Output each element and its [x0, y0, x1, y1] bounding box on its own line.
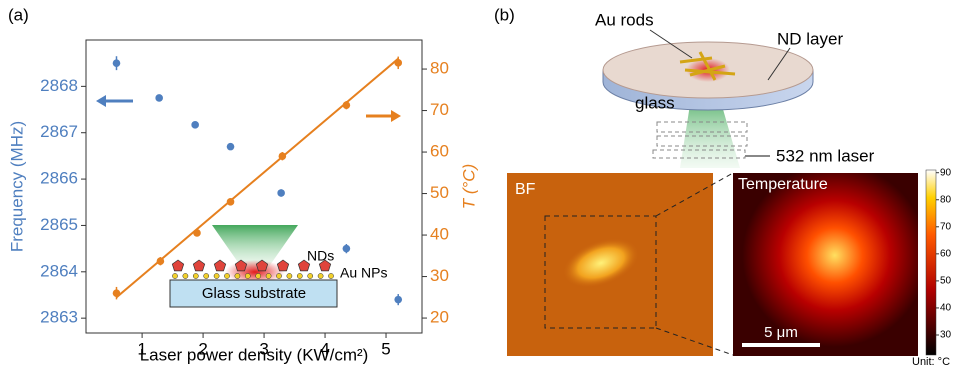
- nd: [192, 259, 206, 272]
- y2-tick-label: 60: [430, 142, 449, 161]
- image-label: BF: [515, 181, 536, 198]
- annotation: Au NPs: [340, 265, 387, 281]
- au-np: [244, 273, 251, 279]
- y-tick-label: 2864: [40, 261, 78, 280]
- point: [226, 142, 235, 151]
- diagram-label: glass: [635, 93, 675, 112]
- zoom-line: [655, 172, 734, 217]
- nd: [297, 259, 311, 272]
- zoom-line: [655, 327, 734, 356]
- au-np: [276, 273, 282, 279]
- annotation: Glass substrate: [202, 285, 306, 302]
- zoom-box: [544, 215, 657, 329]
- x-tick-label: 2: [198, 339, 207, 358]
- au-np: [328, 273, 334, 279]
- bf-sample: [562, 238, 640, 288]
- nd: [234, 259, 248, 272]
- nd: [171, 259, 185, 272]
- y2-tick-label: 70: [430, 100, 449, 119]
- x-tick-label: 3: [259, 339, 268, 358]
- laser-cone: [212, 225, 298, 268]
- annotation: NDs: [307, 248, 334, 264]
- au-np: [265, 273, 272, 279]
- point: [277, 189, 285, 197]
- glass-substrate: [169, 279, 338, 308]
- arrow-head: [391, 110, 401, 122]
- point: [342, 244, 351, 253]
- colorbar-tick-label: 60: [940, 248, 952, 259]
- fit-line: [115, 57, 399, 299]
- leader: [767, 47, 791, 81]
- au-np: [192, 273, 199, 279]
- temperature-image: [733, 173, 918, 356]
- colorbar-tick-label: 80: [940, 194, 952, 205]
- arrow-head: [96, 95, 106, 107]
- x-tick-label: 4: [320, 339, 329, 358]
- point: [394, 295, 403, 304]
- x-tick-label: 5: [381, 339, 390, 358]
- beam-path: [652, 121, 748, 159]
- panel-label: (b): [494, 5, 515, 24]
- y-tick-label: 2865: [40, 215, 78, 234]
- colorbar-tick-label: 70: [940, 221, 952, 232]
- plot-frame: [85, 39, 423, 334]
- au-np: [255, 273, 262, 279]
- y2-tick-label: 30: [430, 266, 449, 285]
- diagram-label: Au rods: [595, 10, 654, 29]
- nd-row: [171, 259, 334, 279]
- point: [155, 94, 163, 102]
- au-np: [182, 273, 189, 279]
- nd: [276, 259, 290, 272]
- au-np: [296, 273, 303, 279]
- y2-tick-label: 20: [430, 308, 449, 327]
- laser-beam: [680, 92, 740, 168]
- nd: [318, 259, 332, 272]
- y2-axis-label: T (°C): [459, 164, 478, 210]
- y-axis-label: Frequency (MHz): [7, 121, 26, 252]
- colorbar: [925, 169, 937, 356]
- image-label: Temperature: [738, 176, 828, 193]
- panel-label: (a): [8, 5, 29, 24]
- y-tick-label: 2863: [40, 308, 78, 327]
- au-np: [286, 273, 293, 279]
- au-rods: [679, 51, 736, 81]
- y2-tick-label: 40: [430, 225, 449, 244]
- diagram-label: 532 nm laser: [776, 146, 875, 165]
- y2-tick-label: 50: [430, 183, 449, 202]
- colorbar-tick-label: 40: [940, 303, 952, 314]
- diagram-label: ND layer: [777, 29, 843, 48]
- au-np: [172, 273, 178, 279]
- colorbar-tick-label: 30: [940, 330, 952, 341]
- leader: [649, 29, 693, 59]
- x-tick-label: 1: [137, 339, 146, 358]
- nd: [213, 259, 227, 272]
- x-axis-label: Laser power density (KW/cm²): [140, 345, 369, 364]
- nd: [255, 259, 269, 272]
- scale-label: 5 μm: [764, 324, 798, 341]
- y-tick-label: 2867: [40, 122, 78, 141]
- colorbar-tick-label: 50: [940, 276, 952, 287]
- colorbar-label: Unit: °C: [912, 356, 950, 367]
- point: [112, 59, 121, 67]
- colorbar-tick-label: 90: [940, 167, 952, 178]
- au-np: [224, 273, 230, 279]
- au-np: [317, 273, 324, 279]
- au-np: [203, 273, 210, 279]
- point: [191, 121, 199, 129]
- au-np: [234, 273, 241, 279]
- y2-tick-label: 80: [430, 59, 449, 78]
- au-np: [307, 273, 314, 279]
- y-tick-label: 2866: [40, 169, 78, 188]
- au-np: [213, 273, 220, 279]
- y-tick-label: 2868: [40, 76, 78, 95]
